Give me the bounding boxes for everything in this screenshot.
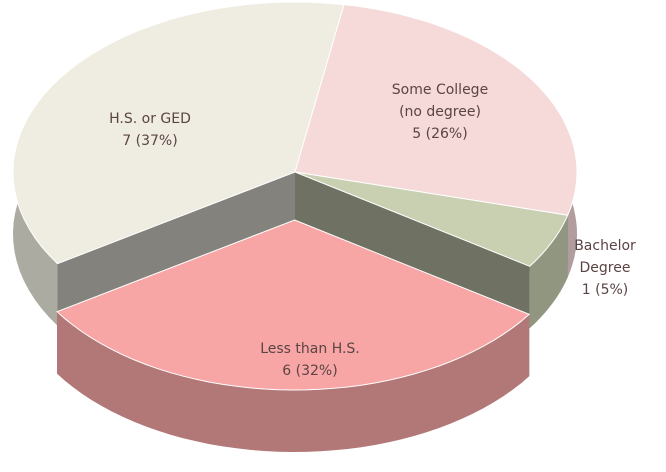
value-label: 6 (32%) xyxy=(282,363,338,379)
category-label: Less than H.S. xyxy=(260,341,360,357)
value-label: 1 (5%) xyxy=(581,282,629,298)
slice xyxy=(294,171,569,329)
slice-label: Bachelor Degree 1 (5%) xyxy=(560,235,650,301)
slice xyxy=(56,219,531,452)
slice-side xyxy=(295,172,530,329)
slice-top xyxy=(294,171,569,267)
slice-top xyxy=(12,1,345,265)
slice-wall xyxy=(57,311,530,452)
value-label: 7 (37%) xyxy=(122,133,178,149)
slice-wall xyxy=(529,215,568,329)
slice-label: H.S. or GED 7 (37%) xyxy=(85,108,215,152)
value-label: 5 (26%) xyxy=(412,126,468,142)
slice-top xyxy=(294,4,578,216)
category-label: Bachelor Degree xyxy=(574,238,636,276)
category-label: H.S. or GED xyxy=(109,111,191,127)
slice-side xyxy=(57,172,295,326)
category-label: Some College (no degree) xyxy=(391,82,489,120)
slice-label: Less than H.S. 6 (32%) xyxy=(260,338,360,382)
slice-label: Some College (no degree) 5 (26%) xyxy=(380,79,500,145)
slice-top xyxy=(56,219,531,391)
